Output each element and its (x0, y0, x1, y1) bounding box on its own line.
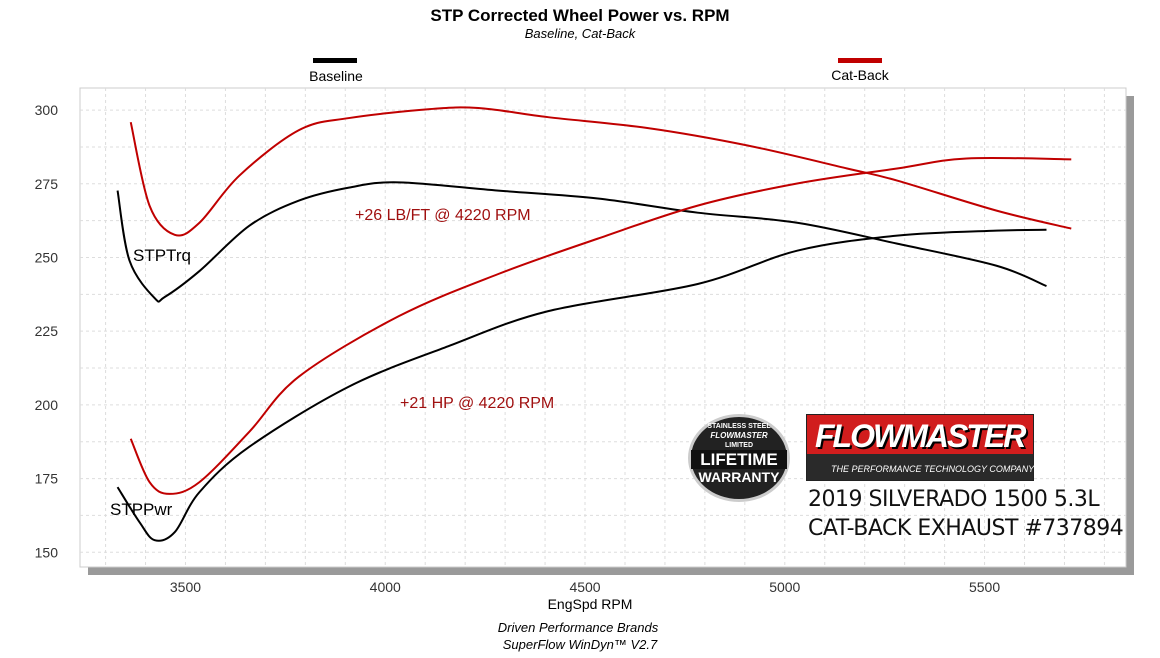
badge-text: LIMITED (725, 442, 753, 449)
x-tick-label: 3500 (170, 579, 201, 595)
x-axis-label: EngSpd RPM (548, 596, 633, 612)
y-tick-label: 250 (35, 249, 59, 265)
y-tick-label: 150 (35, 544, 59, 560)
product-text: CAT-BACK EXHAUST #737894 (808, 516, 1124, 541)
y-tick-label: 175 (35, 471, 59, 487)
y-tick-label: 275 (35, 176, 59, 192)
x-tick-label: 5000 (769, 579, 800, 595)
y-tick-label: 225 (35, 323, 59, 339)
curve-label-torque: STPTrq (133, 246, 191, 265)
plot-area (79, 87, 1127, 568)
grid (80, 88, 1126, 567)
logo-name: FLOWMASTER (815, 418, 1026, 454)
x-tick-label: 4000 (370, 579, 401, 595)
footer-line-1: Driven Performance Brands (498, 620, 659, 635)
badge-text: WARRANTY (698, 469, 780, 485)
annotation-torque-gain: +26 LB/FT @ 4220 RPM (355, 207, 531, 224)
series-line-baseline-stppwr (116, 228, 1047, 542)
curve-label-power: STPPwr (110, 500, 173, 519)
y-tick-label: 300 (35, 102, 59, 118)
y-tick-label: 200 (35, 397, 59, 413)
legend-label-baseline: Baseline (309, 68, 363, 84)
axis-ticks: 3500 4000 4500 5000 5500 150 175 200 225 250 275 30… (35, 102, 1001, 595)
chart-title: STP Corrected Wheel Power vs. RPM (430, 6, 729, 25)
series-lines (116, 106, 1072, 542)
badge-text: STAINLESS STEEL (707, 423, 771, 430)
series-line-cat-back-stptrq (129, 106, 1072, 237)
badge-text: LIFETIME (691, 450, 787, 469)
lifetime-warranty-badge: STAINLESS STEEL FLOWMASTER LIMITED LIFET… (688, 414, 790, 502)
chart-subtitle: Baseline, Cat-Back (525, 26, 637, 41)
annotation-power-gain: +21 HP @ 4220 RPM (400, 395, 554, 412)
footer-line-2: SuperFlow WinDyn™ V2.7 (503, 637, 658, 652)
legend-label-catback: Cat-Back (831, 67, 890, 83)
x-tick-label: 5500 (969, 579, 1000, 595)
legend-swatch-baseline (313, 58, 357, 63)
series-line-baseline-stptrq (116, 181, 1047, 303)
badge-text: FLOWMASTER (710, 431, 768, 440)
x-tick-label: 4500 (569, 579, 600, 595)
flowmaster-logo: FLOWMASTER THE PERFORMANCE TECHNOLOGY CO… (806, 414, 1034, 481)
series-line-cat-back-stppwr (129, 156, 1072, 495)
vehicle-text: 2019 SILVERADO 1500 5.3L (808, 487, 1100, 512)
legend-swatch-catback (838, 58, 882, 63)
logo-tagline: THE PERFORMANCE TECHNOLOGY COMPANY (831, 464, 1035, 474)
